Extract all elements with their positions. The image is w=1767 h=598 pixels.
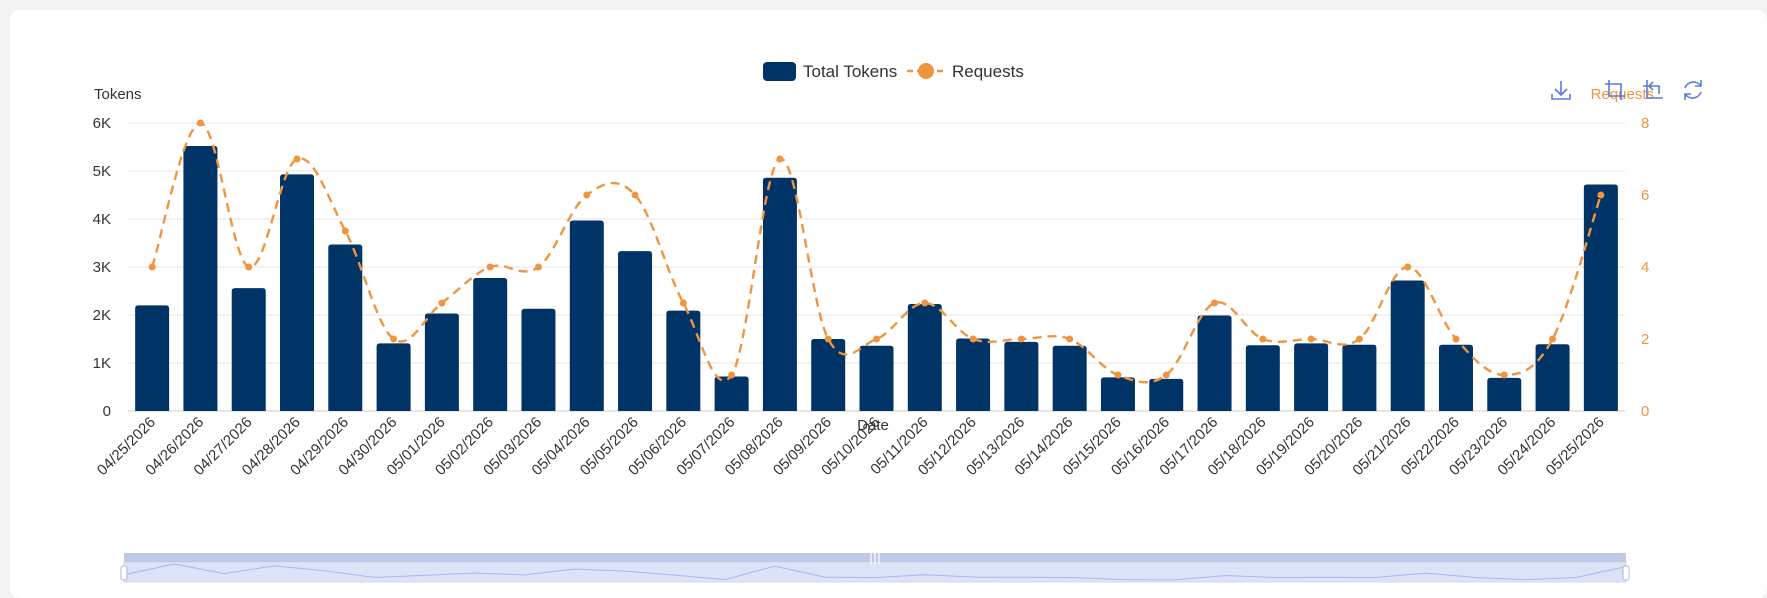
restore-icon[interactable] xyxy=(1681,78,1705,102)
y-right-axis-title: Requests xyxy=(1591,86,1654,103)
bar-total-tokens xyxy=(956,338,991,411)
bar-total-tokens xyxy=(1342,344,1377,411)
bar-total-tokens xyxy=(1487,377,1522,411)
requests-point xyxy=(1259,335,1267,343)
legend-label-total-tokens: Total Tokens xyxy=(803,62,897,81)
x-axis-title: Date xyxy=(857,417,889,434)
bar-total-tokens xyxy=(1583,184,1618,411)
bar-total-tokens xyxy=(521,308,556,411)
data-zoom-preview-line xyxy=(123,563,1627,581)
bar-total-tokens xyxy=(666,310,701,411)
bar-total-tokens xyxy=(424,313,459,411)
requests-point xyxy=(873,335,880,343)
bar-total-tokens xyxy=(328,244,363,411)
download-icon[interactable] xyxy=(1549,78,1573,102)
requests-point xyxy=(728,371,736,379)
requests-point xyxy=(1500,371,1508,379)
requests-point xyxy=(486,263,494,271)
y-left-tick-label: 5K xyxy=(93,163,111,180)
y-left-tick-label: 2K xyxy=(93,307,111,324)
requests-point xyxy=(1597,191,1605,199)
requests-point xyxy=(390,335,398,343)
bar-total-tokens xyxy=(569,220,604,411)
requests-point xyxy=(1162,371,1170,379)
bar-total-tokens xyxy=(1052,345,1087,411)
bar-total-tokens xyxy=(1294,343,1329,411)
y-left-tick-label: 0 xyxy=(103,403,111,420)
bar-total-tokens xyxy=(376,343,411,411)
requests-point xyxy=(583,191,591,199)
bar-total-tokens xyxy=(1245,345,1280,411)
requests-line xyxy=(148,119,1605,384)
requests-point xyxy=(824,335,832,343)
zoom-select-icon[interactable] xyxy=(1603,78,1627,102)
bar-total-tokens xyxy=(618,251,653,411)
requests-point xyxy=(148,263,156,271)
requests-point xyxy=(341,227,349,235)
bar-total-tokens xyxy=(231,288,266,411)
y-right-tick-label: 8 xyxy=(1641,115,1649,132)
tokens-bars xyxy=(135,146,1618,412)
requests-point xyxy=(1355,335,1363,343)
bar-total-tokens xyxy=(1197,315,1232,411)
y-right-tick-label: 2 xyxy=(1641,331,1649,348)
requests-point xyxy=(438,299,446,307)
data-zoom-slider[interactable]: ||| xyxy=(120,548,1630,583)
y-left-tick-label: 1K xyxy=(93,355,111,372)
bar-total-tokens xyxy=(1149,378,1184,411)
y-left-tick-label: 4K xyxy=(93,211,111,228)
data-zoom-window xyxy=(123,561,1627,583)
bar-total-tokens xyxy=(714,376,749,411)
data-zoom-handle-left xyxy=(120,565,128,581)
bar-total-tokens xyxy=(473,278,508,411)
requests-point xyxy=(969,335,977,343)
bar-total-tokens xyxy=(811,339,846,411)
bar-total-tokens xyxy=(183,146,218,412)
y-left-tick-label: 6K xyxy=(93,115,111,132)
y-right-tick-label: 4 xyxy=(1641,259,1649,276)
bar-total-tokens xyxy=(1390,280,1425,411)
zoom-back-icon[interactable] xyxy=(1641,78,1665,102)
requests-point xyxy=(293,155,301,163)
requests-point xyxy=(679,299,687,307)
requests-point xyxy=(921,299,929,307)
bar-total-tokens xyxy=(1100,377,1135,411)
chart-svg: 01K2K3K4K5K6K0246804/25/202604/26/202604… xyxy=(93,62,1705,583)
requests-point xyxy=(1307,335,1315,343)
requests-point xyxy=(534,263,542,271)
legend-swatch-requests-dot xyxy=(918,63,934,79)
legend-label-requests: Requests xyxy=(952,62,1024,81)
chart-card: 0 1K 2K 3K 4K 5K 6K 0 2 4 6 8 04/25/2026 04/26/2026 04… xyxy=(10,10,1767,598)
bar-total-tokens xyxy=(1438,344,1473,411)
requests-point xyxy=(1211,299,1219,307)
requests-point xyxy=(776,155,784,163)
bar-total-tokens xyxy=(859,345,894,411)
bar-total-tokens xyxy=(907,303,942,411)
requests-point xyxy=(1452,335,1460,343)
y-right-tick-label: 0 xyxy=(1641,403,1649,420)
y-left-axis-title: Tokens xyxy=(94,86,142,103)
bar-total-tokens xyxy=(1535,344,1570,411)
requests-point xyxy=(1066,335,1074,343)
legend-swatch-total-tokens xyxy=(763,62,796,81)
requests-point xyxy=(1404,263,1412,271)
requests-point xyxy=(1549,335,1557,343)
bar-total-tokens xyxy=(762,177,797,411)
requests-line-path xyxy=(151,121,1602,384)
legend[interactable]: Total Tokens Requests xyxy=(763,62,1024,81)
bar-total-tokens xyxy=(280,174,315,411)
data-zoom-bar xyxy=(124,553,1626,562)
requests-point xyxy=(1017,335,1025,343)
y-left-tick-label: 3K xyxy=(93,259,111,276)
data-zoom-grip: ||| xyxy=(869,548,881,565)
bar-total-tokens xyxy=(135,305,170,411)
requests-point xyxy=(631,191,639,199)
y-right-tick-label: 6 xyxy=(1641,187,1649,204)
bar-total-tokens xyxy=(1004,341,1039,411)
requests-point xyxy=(1114,371,1122,379)
data-zoom-handle-right xyxy=(1622,565,1630,581)
requests-point xyxy=(196,119,204,127)
requests-point xyxy=(245,263,253,271)
